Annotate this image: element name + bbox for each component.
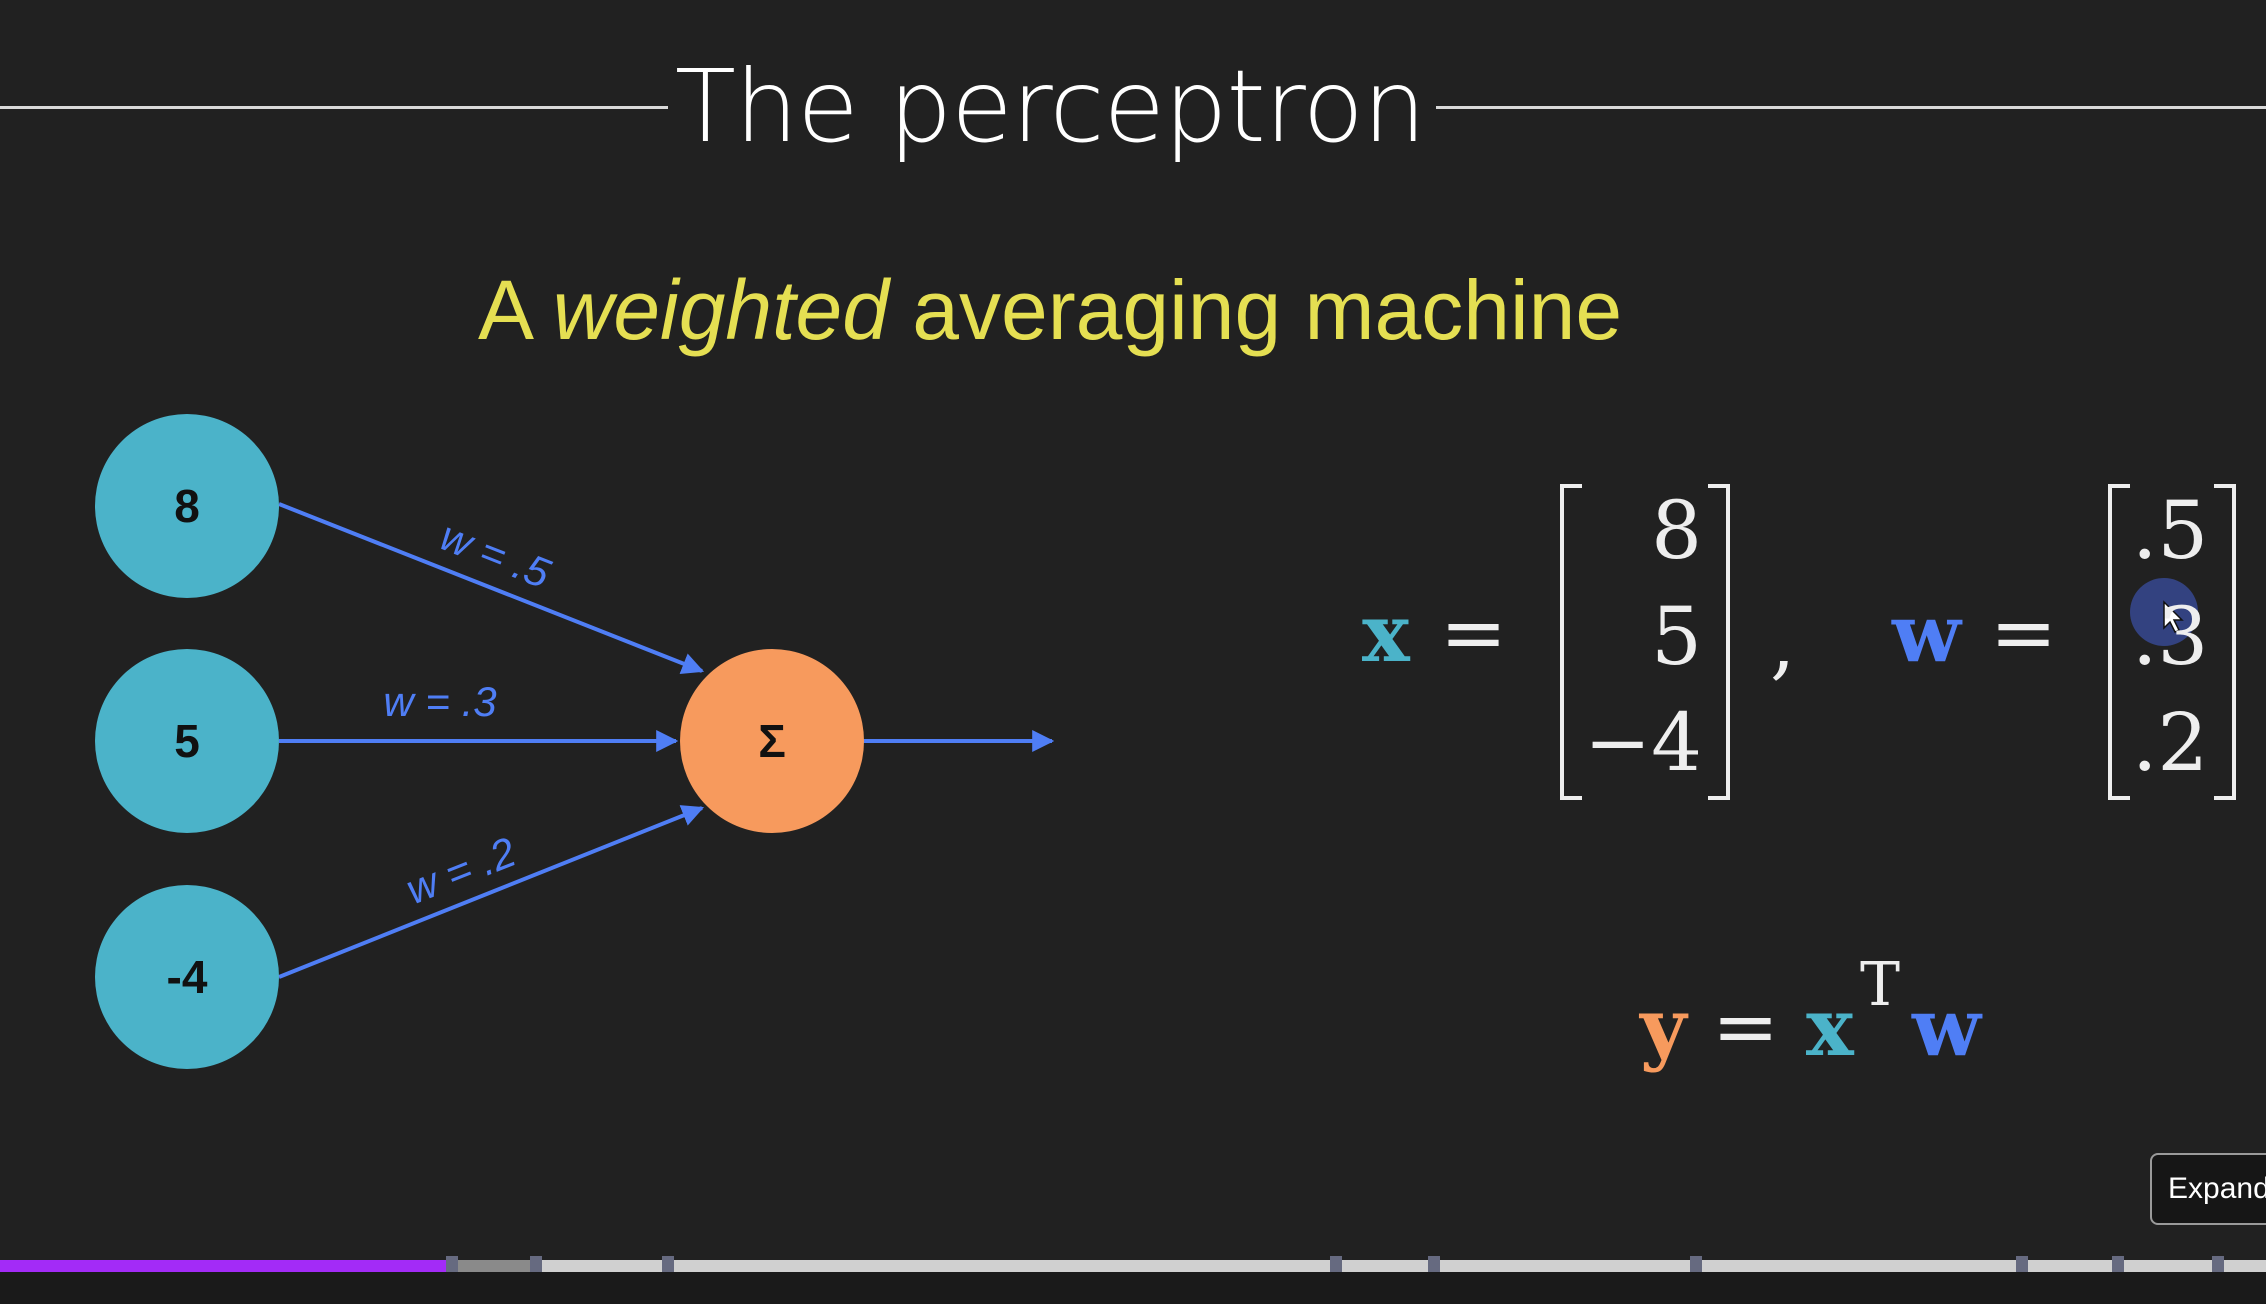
chapter-marker[interactable] xyxy=(1330,1256,1342,1276)
input-node-2: 5 xyxy=(95,649,279,833)
chapter-marker[interactable] xyxy=(446,1256,458,1276)
x-bracket-right xyxy=(1708,484,1730,800)
w-bracket-left xyxy=(2108,484,2130,800)
input-node-1: 8 xyxy=(95,414,279,598)
x-bracket-left xyxy=(1560,484,1582,800)
weight-label-2: w = .3 xyxy=(383,678,496,725)
x-value-3: −4 xyxy=(1584,696,1702,789)
w-vector-label: w xyxy=(1892,586,1961,680)
w-equals: = xyxy=(1990,586,2058,679)
weight-label-1: w = .5 xyxy=(434,512,557,597)
vector-comma: , xyxy=(1770,596,1796,689)
edge-3 xyxy=(278,805,705,979)
title-rule-right xyxy=(1436,106,2266,109)
chapter-marker[interactable] xyxy=(662,1256,674,1276)
chapter-marker[interactable] xyxy=(1428,1256,1440,1276)
progress-buffered xyxy=(452,1260,538,1272)
x-vector-label: x xyxy=(1362,586,1410,680)
input-node-3: -4 xyxy=(95,885,279,1069)
video-progress-bar[interactable] xyxy=(0,1256,2266,1276)
w-value-2: .3 xyxy=(2132,590,2209,683)
subtitle-suffix: averaging machine xyxy=(888,263,1623,357)
y-x-term: x xyxy=(1806,980,1854,1074)
x-equals: = xyxy=(1440,586,1508,679)
expanded-view-button[interactable]: Expanded xyxy=(2150,1153,2266,1225)
w-value-1: .5 xyxy=(2132,484,2209,577)
x-value-2: 5 xyxy=(1651,590,1702,683)
player-bottom-strip xyxy=(0,1272,2266,1304)
chapter-marker[interactable] xyxy=(530,1256,542,1276)
edge-1 xyxy=(278,502,705,674)
w-value-3: .2 xyxy=(2132,696,2209,789)
x-value-1: 8 xyxy=(1651,484,1702,577)
sum-node: Σ xyxy=(680,649,864,833)
chapter-marker[interactable] xyxy=(2016,1256,2028,1276)
title-rule-left xyxy=(0,106,668,109)
subtitle-prefix: A xyxy=(477,263,553,357)
weight-label-3: w = .2 xyxy=(399,828,522,913)
progress-played xyxy=(0,1260,454,1272)
y-w-term: w xyxy=(1912,980,1981,1074)
slide-subtitle: A weighted averaging machine xyxy=(0,262,2100,359)
slide-title: The perceptron xyxy=(674,48,1426,165)
chapter-marker[interactable] xyxy=(2212,1256,2224,1276)
chapter-marker[interactable] xyxy=(1690,1256,1702,1276)
w-bracket-right xyxy=(2214,484,2236,800)
transpose-symbol: T xyxy=(1860,950,1901,1020)
chapter-marker[interactable] xyxy=(2112,1256,2124,1276)
y-label: y xyxy=(1640,980,1687,1074)
subtitle-emphasis: weighted xyxy=(552,263,889,357)
y-equals: = xyxy=(1712,980,1780,1073)
mouse-cursor-icon xyxy=(2163,600,2184,634)
